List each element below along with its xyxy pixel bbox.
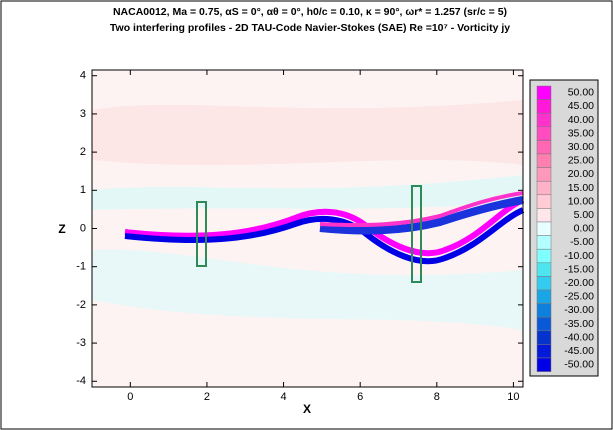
colorbar-swatch xyxy=(536,208,552,223)
x-tick-label: 4 xyxy=(280,391,286,403)
colorbar-swatch xyxy=(536,262,552,277)
y-tick-label: 3 xyxy=(80,108,86,120)
colorbar-swatch xyxy=(536,112,552,128)
colorbar-label: 45.00 xyxy=(568,100,594,112)
colorbar-swatch xyxy=(536,221,552,236)
y-tick-label: 1 xyxy=(80,184,86,196)
wake-positive xyxy=(319,191,524,228)
field-pink xyxy=(92,100,523,165)
colorbar-swatch xyxy=(536,167,552,182)
colorbar-label: 40.00 xyxy=(568,114,594,126)
x-tick-label: 2 xyxy=(204,391,210,403)
colorbar-swatch xyxy=(536,180,552,196)
colorbar-label: 5.00 xyxy=(574,209,595,221)
chart-title: NACA0012, Ma = 0.75, αS = 0°, αθ = 0°, h… xyxy=(113,6,507,18)
y-tick-label: 4 xyxy=(80,70,86,82)
colorbar-swatch xyxy=(536,126,552,141)
y-tick-label: -4 xyxy=(76,375,86,387)
colorbar-swatch xyxy=(536,344,552,359)
colorbar-swatch xyxy=(536,85,552,100)
colorbar-swatch xyxy=(536,153,552,168)
field-cyan xyxy=(92,249,523,330)
field xyxy=(92,70,525,387)
y-tick-label: -2 xyxy=(76,299,86,311)
y-tick-label: 0 xyxy=(80,222,86,234)
chart-subtitle: Two interfering profiles - 2D TAU-Code N… xyxy=(110,22,510,34)
colorbar-swatch xyxy=(536,235,552,250)
colorbar-swatch xyxy=(536,303,552,318)
colorbar-swatch xyxy=(536,248,552,264)
colorbar-label: 50.00 xyxy=(568,87,594,99)
colorbar-label: 15.00 xyxy=(568,182,594,194)
colorbar-label: -30.00 xyxy=(564,304,594,316)
colorbar-swatch xyxy=(536,276,552,291)
colorbar-label: -15.00 xyxy=(564,263,594,275)
colorbar-swatch xyxy=(536,194,552,209)
y-tick-label: 2 xyxy=(80,146,86,158)
wake-negative xyxy=(319,196,524,235)
x-tick-label: 10 xyxy=(507,391,519,403)
colorbar-label: -35.00 xyxy=(564,318,594,330)
x-tick-label: 8 xyxy=(434,391,440,403)
colorbar-swatch xyxy=(536,330,552,345)
colorbar-label: -50.00 xyxy=(564,359,594,371)
colorbar-label: -40.00 xyxy=(564,331,594,343)
colorbar-label: -10.00 xyxy=(564,250,594,262)
colorbar-swatch xyxy=(536,99,552,114)
colorbar-label: -5.00 xyxy=(570,236,594,248)
profile-box xyxy=(196,201,207,267)
y-axis-label: Z xyxy=(58,222,65,236)
colorbar-label: 35.00 xyxy=(568,127,594,139)
wake-positive xyxy=(124,197,525,257)
colorbar-label: 30.00 xyxy=(568,141,594,153)
colorbar-label: 25.00 xyxy=(568,155,594,167)
colorbar-swatch xyxy=(536,316,552,332)
colorbar-label: 0.00 xyxy=(574,223,595,235)
x-tick-label: 0 xyxy=(127,391,133,403)
x-tick-label: 6 xyxy=(357,391,363,403)
colorbar-swatch xyxy=(536,357,552,372)
x-axis-label: X xyxy=(303,402,311,416)
profile-box xyxy=(411,185,422,283)
colorbar-swatch xyxy=(536,140,552,155)
colorbar-label: -25.00 xyxy=(564,291,594,303)
colorbar-label: 20.00 xyxy=(568,168,594,180)
colorbar-label: -45.00 xyxy=(564,345,594,357)
colorbar-label: 10.00 xyxy=(568,195,594,207)
colorbar-swatch xyxy=(536,289,552,304)
y-tick-label: -3 xyxy=(76,337,86,349)
colorbar-label: -20.00 xyxy=(564,277,594,289)
y-tick-label: -1 xyxy=(76,261,86,273)
